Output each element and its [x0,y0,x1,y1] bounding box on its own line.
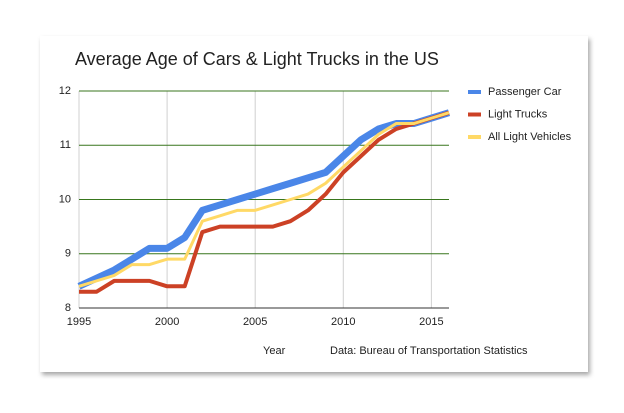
x-tick-label: 1995 [67,316,91,328]
series-line [78,111,450,288]
legend-label: Passenger Car [488,86,562,98]
legend-label: Light Trucks [488,108,548,120]
y-tick-label: 9 [65,248,71,260]
x-tick-label: 2015 [419,316,443,328]
series-line [77,109,451,290]
y-tick-label: 11 [60,139,71,151]
x-axis-label: Year [263,345,286,357]
x-tick-label: 2000 [155,316,179,328]
x-tick-label: 2005 [243,316,267,328]
y-tick-label: 8 [65,302,71,314]
y-tick-label: 10 [59,193,71,205]
chart-title: Average Age of Cars & Light Trucks in th… [75,49,439,69]
series-line [79,110,450,294]
source-note: Data: Bureau of Transportation Statistic… [330,345,528,357]
y-tick-label: 12 [59,85,71,97]
legend-label: All Light Vehicles [488,131,572,143]
x-tick-label: 2010 [331,316,355,328]
